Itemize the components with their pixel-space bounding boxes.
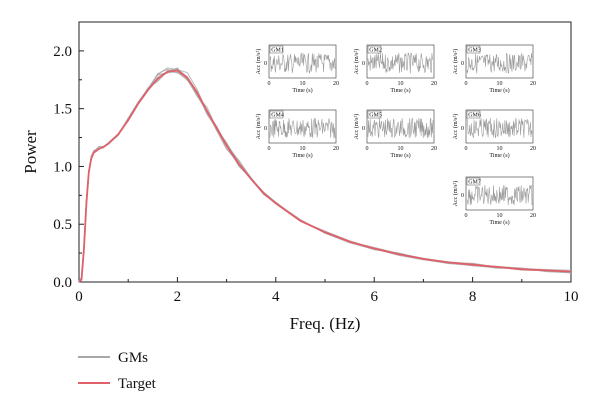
y-tick-label: 2.0 <box>53 44 72 60</box>
y-axis-label: Power <box>21 130 40 174</box>
inset-x-label: Time (s) <box>390 87 410 94</box>
inset-x-tick-label: 10 <box>398 146 404 152</box>
series-gms-line <box>78 67 572 283</box>
inset-x-label: Time (s) <box>489 219 509 226</box>
inset-title-box <box>367 110 382 119</box>
series-gms-line <box>78 69 572 283</box>
inset-y-tick-label: 0 <box>461 61 464 67</box>
inset-x-tick-label: 20 <box>431 146 437 152</box>
inset-x-tick-label: 10 <box>300 81 306 87</box>
inset-y-label: Acc (m/s²) <box>452 49 459 75</box>
inset-y-tick-label: 0 <box>362 61 365 67</box>
inset-x-tick-label: 20 <box>530 81 536 87</box>
inset-x-tick-label: 20 <box>431 81 437 87</box>
x-tick-label: 8 <box>469 289 477 305</box>
inset-title-box <box>269 110 284 119</box>
inset-x-tick-label: 20 <box>333 81 339 87</box>
x-tick-label: 10 <box>564 289 579 305</box>
y-tick-label: 1.5 <box>53 102 72 118</box>
inset-title: GM2 <box>369 48 382 54</box>
inset-title-box <box>367 45 382 54</box>
inset-y-label: Acc (m/s²) <box>452 181 459 207</box>
inset-title-box <box>466 45 481 54</box>
inset-y-tick-label: 0 <box>362 126 365 132</box>
inset-x-tick-label: 10 <box>398 81 404 87</box>
series-gms-line <box>78 68 572 282</box>
legend: GMs Target <box>78 350 157 392</box>
inset-x-tick-label: 10 <box>497 81 503 87</box>
inset-panel: GM5 0 10 20 0 Time (s) Acc (m/s²) <box>353 109 437 159</box>
legend-label-target: Target <box>118 376 157 392</box>
series-target-line <box>78 69 572 283</box>
inset-x-tick-label: 10 <box>497 146 503 152</box>
series-gms-line <box>78 68 572 283</box>
inset-trace <box>367 52 433 74</box>
inset-x-tick-label: 20 <box>530 213 536 219</box>
inset-x-tick-label: 20 <box>530 146 536 152</box>
main-plot: 0 2 4 6 8 10 0.0 0.5 1.0 1.5 2.0 Freq. (Hz) Power <box>21 21 579 333</box>
inset-y-tick-label: 0 <box>461 193 464 199</box>
inset-y-label: Acc (m/s²) <box>353 49 360 75</box>
inset-x-label: Time (s) <box>292 152 312 159</box>
inset-x-tick-label: 0 <box>465 146 468 152</box>
inset-trace <box>269 52 336 74</box>
inset-y-label: Acc (m/s²) <box>452 114 459 140</box>
inset-y-label: Acc (m/s²) <box>353 114 360 140</box>
inset-trace <box>269 118 336 139</box>
inset-title-box <box>466 177 481 186</box>
inset-x-tick-label: 0 <box>268 146 271 152</box>
inset-panel: GM1 0 10 20 0 Time (s) Acc (m/s²) <box>255 44 339 94</box>
y-tick-label: 0.0 <box>53 275 72 291</box>
inset-x-tick-label: 10 <box>497 213 503 219</box>
inset-y-label: Acc (m/s²) <box>255 49 262 75</box>
inset-x-tick-label: 20 <box>333 146 339 152</box>
legend-label-gms: GMs <box>118 350 148 366</box>
inset-x-tick-label: 0 <box>268 81 271 87</box>
inset-title: GM5 <box>369 113 382 119</box>
inset-x-tick-label: 0 <box>366 146 369 152</box>
x-tick-label: 0 <box>75 289 83 305</box>
inset-x-tick-label: 10 <box>300 146 306 152</box>
inset-x-tick-label: 0 <box>465 213 468 219</box>
inset-x-label: Time (s) <box>390 152 410 159</box>
x-tick-label: 2 <box>174 289 182 305</box>
inset-panel: GM2 0 10 20 0 Time (s) Acc (m/s²) <box>353 44 437 94</box>
inset-x-tick-label: 0 <box>366 81 369 87</box>
inset-y-tick-label: 0 <box>264 61 267 67</box>
inset-title-box <box>269 45 284 54</box>
inset-title: GM4 <box>271 113 284 119</box>
inset-title: GM7 <box>468 180 481 186</box>
inset-y-label: Acc (m/s²) <box>255 114 262 140</box>
inset-x-label: Time (s) <box>292 87 312 94</box>
inset-trace <box>466 184 533 206</box>
inset-trace <box>466 118 533 139</box>
inset-panels: GM1 0 10 20 0 Time (s) Acc (m/s²) GM2 0 10 20 0 Time… <box>255 44 536 226</box>
inset-trace <box>466 52 533 74</box>
inset-title: GM3 <box>468 48 481 54</box>
inset-y-tick-label: 0 <box>264 126 267 132</box>
inset-trace <box>367 117 434 139</box>
inset-title: GM6 <box>468 113 481 119</box>
inset-title: GM1 <box>271 48 284 54</box>
inset-title-box <box>466 110 481 119</box>
series-gms-line <box>78 68 572 282</box>
inset-y-tick-label: 0 <box>461 126 464 132</box>
x-tick-label: 4 <box>272 289 280 305</box>
x-axis-label: Freq. (Hz) <box>290 314 361 333</box>
inset-panel: GM6 0 10 20 0 Time (s) Acc (m/s²) <box>452 109 536 159</box>
inset-x-label: Time (s) <box>489 152 509 159</box>
x-tick-label: 6 <box>370 289 378 305</box>
inset-x-tick-label: 0 <box>465 81 468 87</box>
inset-panel: GM4 0 10 20 0 Time (s) Acc (m/s²) <box>255 109 339 159</box>
y-tick-label: 0.5 <box>53 217 72 233</box>
series-gms-line <box>78 67 572 283</box>
inset-panel: GM3 0 10 20 0 Time (s) Acc (m/s²) <box>452 44 536 94</box>
inset-x-label: Time (s) <box>489 87 509 94</box>
y-tick-label: 1.0 <box>53 159 72 175</box>
inset-panel: GM7 0 10 20 0 Time (s) Acc (m/s²) <box>452 176 536 226</box>
